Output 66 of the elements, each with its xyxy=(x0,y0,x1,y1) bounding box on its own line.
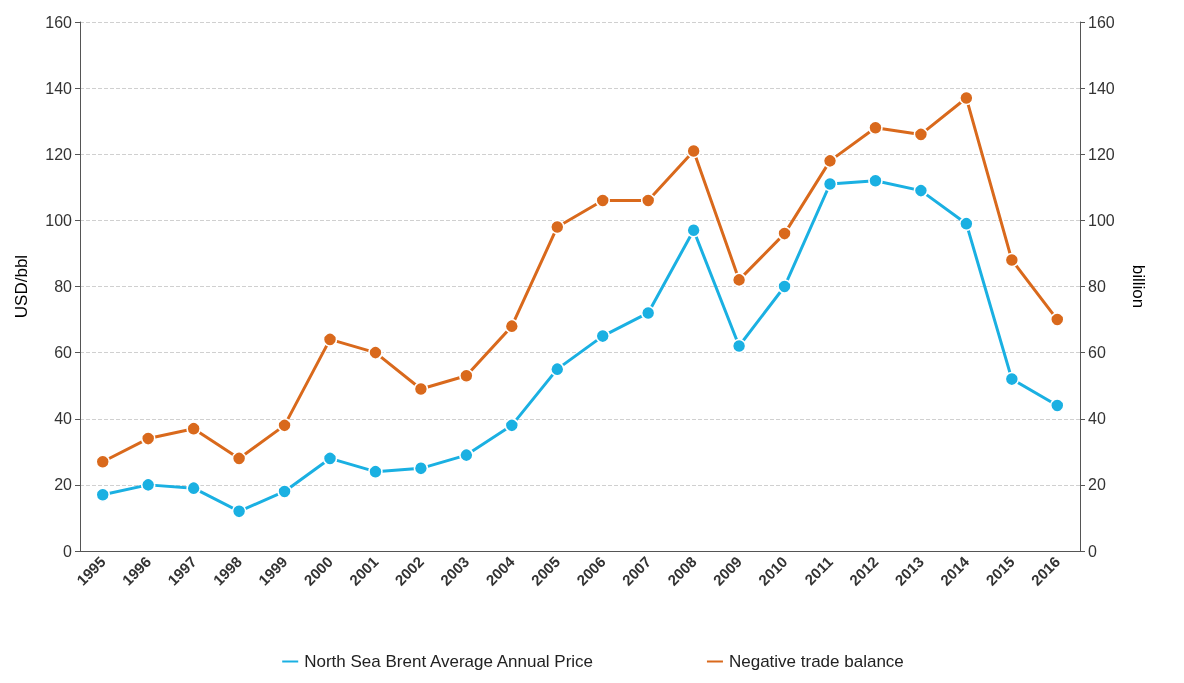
y-tick-label: 20 xyxy=(54,476,73,494)
point xyxy=(959,90,974,106)
point xyxy=(868,120,883,136)
point xyxy=(322,332,338,347)
y-tick-label: 120 xyxy=(45,145,73,163)
y2-tick-label: 20 xyxy=(1088,476,1106,494)
legend-label: North Sea Brent Average Annual Price xyxy=(304,652,594,671)
point xyxy=(140,431,156,446)
point xyxy=(686,143,701,159)
legend-label: Negative trade balance xyxy=(728,652,904,671)
y-tick-label: 60 xyxy=(54,344,73,362)
point xyxy=(459,368,474,384)
point xyxy=(277,484,292,499)
y2-tick-label: 100 xyxy=(1088,211,1115,229)
y2-tick-label: 160 xyxy=(1088,13,1115,31)
y-tick-label: 160 xyxy=(45,13,73,31)
point xyxy=(140,477,156,493)
y2-tick-label: 0 xyxy=(1088,542,1097,560)
point xyxy=(231,451,247,466)
point xyxy=(595,193,610,208)
point xyxy=(322,451,338,466)
point xyxy=(277,418,292,433)
point xyxy=(459,447,474,463)
point xyxy=(822,153,838,169)
point xyxy=(640,305,656,321)
y-tick-label: 80 xyxy=(54,278,73,295)
point xyxy=(731,338,747,354)
point xyxy=(504,318,520,334)
point xyxy=(959,216,974,231)
point xyxy=(413,381,429,397)
point xyxy=(95,454,110,469)
point xyxy=(550,219,565,235)
point xyxy=(913,183,929,198)
point xyxy=(368,345,383,360)
point xyxy=(1004,252,1020,268)
point xyxy=(368,464,383,479)
point xyxy=(1050,398,1065,413)
y-tick-label: 0 xyxy=(63,542,73,560)
point xyxy=(504,418,520,433)
point xyxy=(731,272,747,288)
point xyxy=(822,176,838,192)
y2-tick-label: 60 xyxy=(1088,344,1106,362)
point xyxy=(186,480,201,496)
point xyxy=(686,223,701,238)
y-tick-label: 100 xyxy=(45,211,73,229)
point xyxy=(1004,371,1020,387)
point xyxy=(868,173,883,188)
point xyxy=(1050,312,1065,327)
point xyxy=(231,504,247,519)
y-tick-label: 40 xyxy=(54,410,73,428)
point xyxy=(413,461,429,476)
y2-axis-title: billion xyxy=(1129,264,1148,309)
y2-tick-label: 140 xyxy=(1088,79,1115,97)
point xyxy=(95,487,110,503)
point xyxy=(777,279,792,294)
point xyxy=(913,127,929,142)
point xyxy=(186,421,201,436)
y-axis-title: USD/bbl xyxy=(12,254,31,319)
point xyxy=(595,328,610,344)
point xyxy=(777,226,792,241)
y-tick-label: 140 xyxy=(45,79,73,97)
point xyxy=(640,193,656,208)
point xyxy=(550,361,565,377)
y2-tick-label: 40 xyxy=(1088,410,1106,428)
y2-tick-label: 80 xyxy=(1088,278,1106,295)
y2-tick-label: 120 xyxy=(1088,145,1115,163)
